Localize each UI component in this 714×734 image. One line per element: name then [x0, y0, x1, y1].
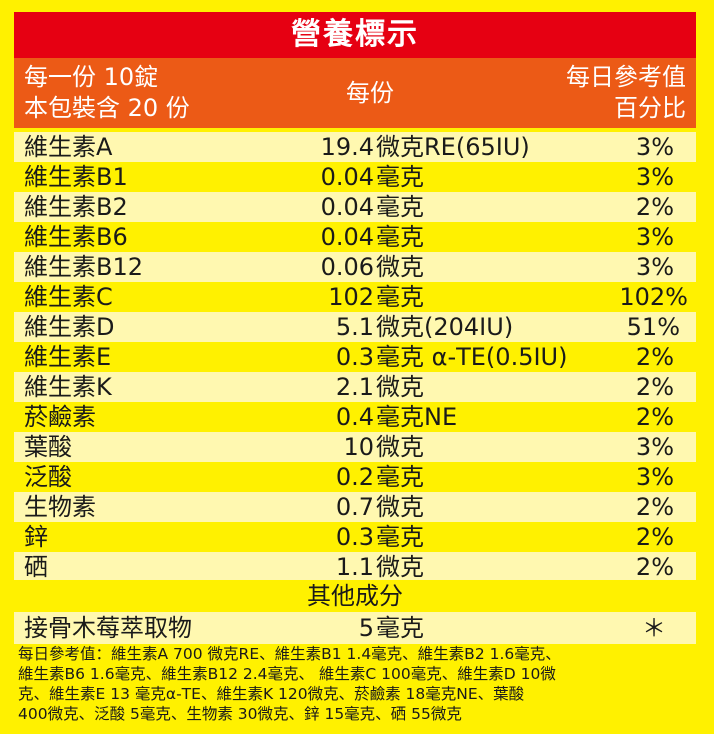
nutrient-name: 泛酸: [24, 463, 72, 491]
label-title: 營養標示: [14, 12, 696, 58]
nutrient-name: 維生素E: [24, 343, 112, 371]
footnote-line: 400微克、泛酸 5毫克、生物素 30微克、鋅 15毫克、硒 55微克: [18, 705, 462, 723]
nutrient-amount: 10: [343, 433, 374, 461]
nutrient-daily-value: 2%: [635, 553, 674, 581]
nutrient-name: 硒: [24, 553, 48, 581]
nutrient-daily-value: 3%: [635, 463, 674, 491]
nutrient-unit: 毫克NE: [376, 403, 458, 431]
nutrient-unit: 微克: [376, 373, 424, 401]
footnote-line: 維生素B6 1.6毫克、維生素B12 2.4毫克、 維生素C 100毫克、維生素…: [18, 665, 556, 683]
nutrient-name: 維生素C: [24, 283, 113, 311]
nutrient-name: 葉酸: [24, 433, 72, 461]
nutrient-daily-value: 3%: [635, 163, 674, 191]
nutrient-daily-value: 51%: [626, 313, 680, 341]
nutrient-name: 維生素B2: [24, 193, 128, 221]
nutrient-row: 維生素B2 0.04 毫克 2%: [14, 192, 696, 222]
daily-value-column-header: 每日參考值 百分比: [566, 62, 686, 124]
table-header: 每一份 10錠 本包裝含 20 份 每份 每日參考值 百分比: [14, 58, 696, 128]
serving-size-text: 每一份 10錠: [24, 63, 159, 91]
nutrient-amount: 0.4: [335, 403, 374, 431]
nutrient-name: 維生素K: [24, 373, 112, 401]
nutrient-row: 維生素B12 0.06 微克 3%: [14, 252, 696, 282]
nutrient-row: 維生素A 19.4 微克RE(65IU) 3%: [14, 132, 696, 162]
nutrient-name: 生物素: [24, 493, 96, 521]
nutrient-amount: 0.06: [320, 253, 374, 281]
nutrient-name: 維生素B1: [24, 163, 128, 191]
nutrient-amount: 0.04: [320, 223, 374, 251]
nutrient-amount: 19.4: [320, 133, 374, 161]
nutrient-daily-value: 2%: [635, 403, 674, 431]
nutrient-unit: 毫克: [376, 223, 424, 251]
nutrient-unit: 毫克 α-TE(0.5IU): [376, 343, 568, 371]
nutrient-daily-value: 3%: [635, 223, 674, 251]
nutrient-unit: 微克: [376, 493, 424, 521]
other-ingredient-row: 接骨木莓萃取物 5 毫克 ＊: [14, 612, 696, 644]
nutrient-daily-value: 3%: [635, 253, 674, 281]
nutrient-row: 維生素B6 0.04 毫克 3%: [14, 222, 696, 252]
ingredient-amount: 5: [358, 614, 374, 642]
nutrient-row: 葉酸 10 微克 3%: [14, 432, 696, 462]
nutrient-row: 維生素D 5.1 微克(204IU) 51%: [14, 312, 696, 342]
ingredient-name: 接骨木莓萃取物: [24, 614, 192, 642]
nutrient-unit: 微克: [376, 253, 424, 281]
nutrient-daily-value: 2%: [635, 523, 674, 551]
nutrient-row: 菸鹼素 0.4 毫克NE 2%: [14, 402, 696, 432]
nutrient-amount: 0.3: [335, 523, 374, 551]
footnote-line: 克、維生素E 13 毫克α-TE、維生素K 120微克、菸鹼素 18毫克NE、葉…: [18, 685, 525, 703]
nutrient-daily-value: 102%: [619, 283, 688, 311]
footnote-line: 每日參考值：維生素A 700 微克RE、維生素B1 1.4毫克、維生素B2 1.…: [18, 645, 561, 663]
nutrient-amount: 0.04: [320, 163, 374, 191]
nutrient-name: 維生素D: [24, 313, 115, 341]
nutrient-name: 鋅: [24, 523, 48, 551]
nutrient-row: 維生素B1 0.04 毫克 3%: [14, 162, 696, 192]
nutrient-unit: 毫克: [376, 283, 424, 311]
ingredient-unit: 毫克: [376, 614, 424, 642]
nutrient-unit: 毫克: [376, 523, 424, 551]
nutrient-row: 維生素K 2.1 微克 2%: [14, 372, 696, 402]
daily-value-header-line2: 百分比: [614, 94, 686, 122]
nutrient-name: 菸鹼素: [24, 403, 96, 431]
nutrient-amount: 5.1: [335, 313, 374, 341]
nutrient-row: 鋅 0.3 毫克 2%: [14, 522, 696, 552]
nutrient-amount: 1.1: [335, 553, 374, 581]
nutrient-name: 維生素B12: [24, 253, 144, 281]
ingredient-daily-value: ＊: [642, 614, 666, 642]
nutrient-unit: 微克: [376, 433, 424, 461]
nutrient-daily-value: 2%: [635, 373, 674, 401]
serving-info: 每一份 10錠 本包裝含 20 份: [24, 62, 190, 124]
servings-per-package-text: 本包裝含 20 份: [24, 94, 190, 122]
nutrient-name: 維生素A: [24, 133, 113, 161]
amount-column-header: 每份: [346, 79, 394, 107]
nutrient-unit: 毫克: [376, 163, 424, 191]
daily-value-footnote: 每日參考值：維生素A 700 微克RE、維生素B1 1.4毫克、維生素B2 1.…: [18, 644, 700, 724]
nutrient-unit: 微克: [376, 553, 424, 581]
nutrient-unit: 毫克: [376, 463, 424, 491]
nutrient-amount: 0.2: [335, 463, 374, 491]
nutrient-amount: 0.04: [320, 193, 374, 221]
nutrient-amount: 0.7: [335, 493, 374, 521]
other-ingredients-heading: 其他成分: [14, 580, 696, 612]
nutrient-daily-value: 2%: [635, 193, 674, 221]
nutrient-row: 維生素E 0.3 毫克 α-TE(0.5IU) 2%: [14, 342, 696, 372]
daily-value-header-line1: 每日參考值: [566, 63, 686, 91]
nutrient-row: 泛酸 0.2 毫克 3%: [14, 462, 696, 492]
nutrient-row: 生物素 0.7 微克 2%: [14, 492, 696, 522]
nutrient-unit: 微克(204IU): [376, 313, 514, 341]
nutrient-daily-value: 3%: [635, 133, 674, 161]
nutrient-amount: 2.1: [335, 373, 374, 401]
nutrient-name: 維生素B6: [24, 223, 128, 251]
nutrient-amount: 0.3: [335, 343, 374, 371]
nutrient-daily-value: 2%: [635, 493, 674, 521]
nutrient-unit: 毫克: [376, 193, 424, 221]
nutrient-amount: 102: [328, 283, 374, 311]
nutrient-daily-value: 2%: [635, 343, 674, 371]
nutrient-daily-value: 3%: [635, 433, 674, 461]
nutrient-row: 維生素C 102 毫克 102%: [14, 282, 696, 312]
nutrient-row: 硒 1.1 微克 2%: [14, 552, 696, 582]
nutrient-unit: 微克RE(65IU): [376, 133, 530, 161]
